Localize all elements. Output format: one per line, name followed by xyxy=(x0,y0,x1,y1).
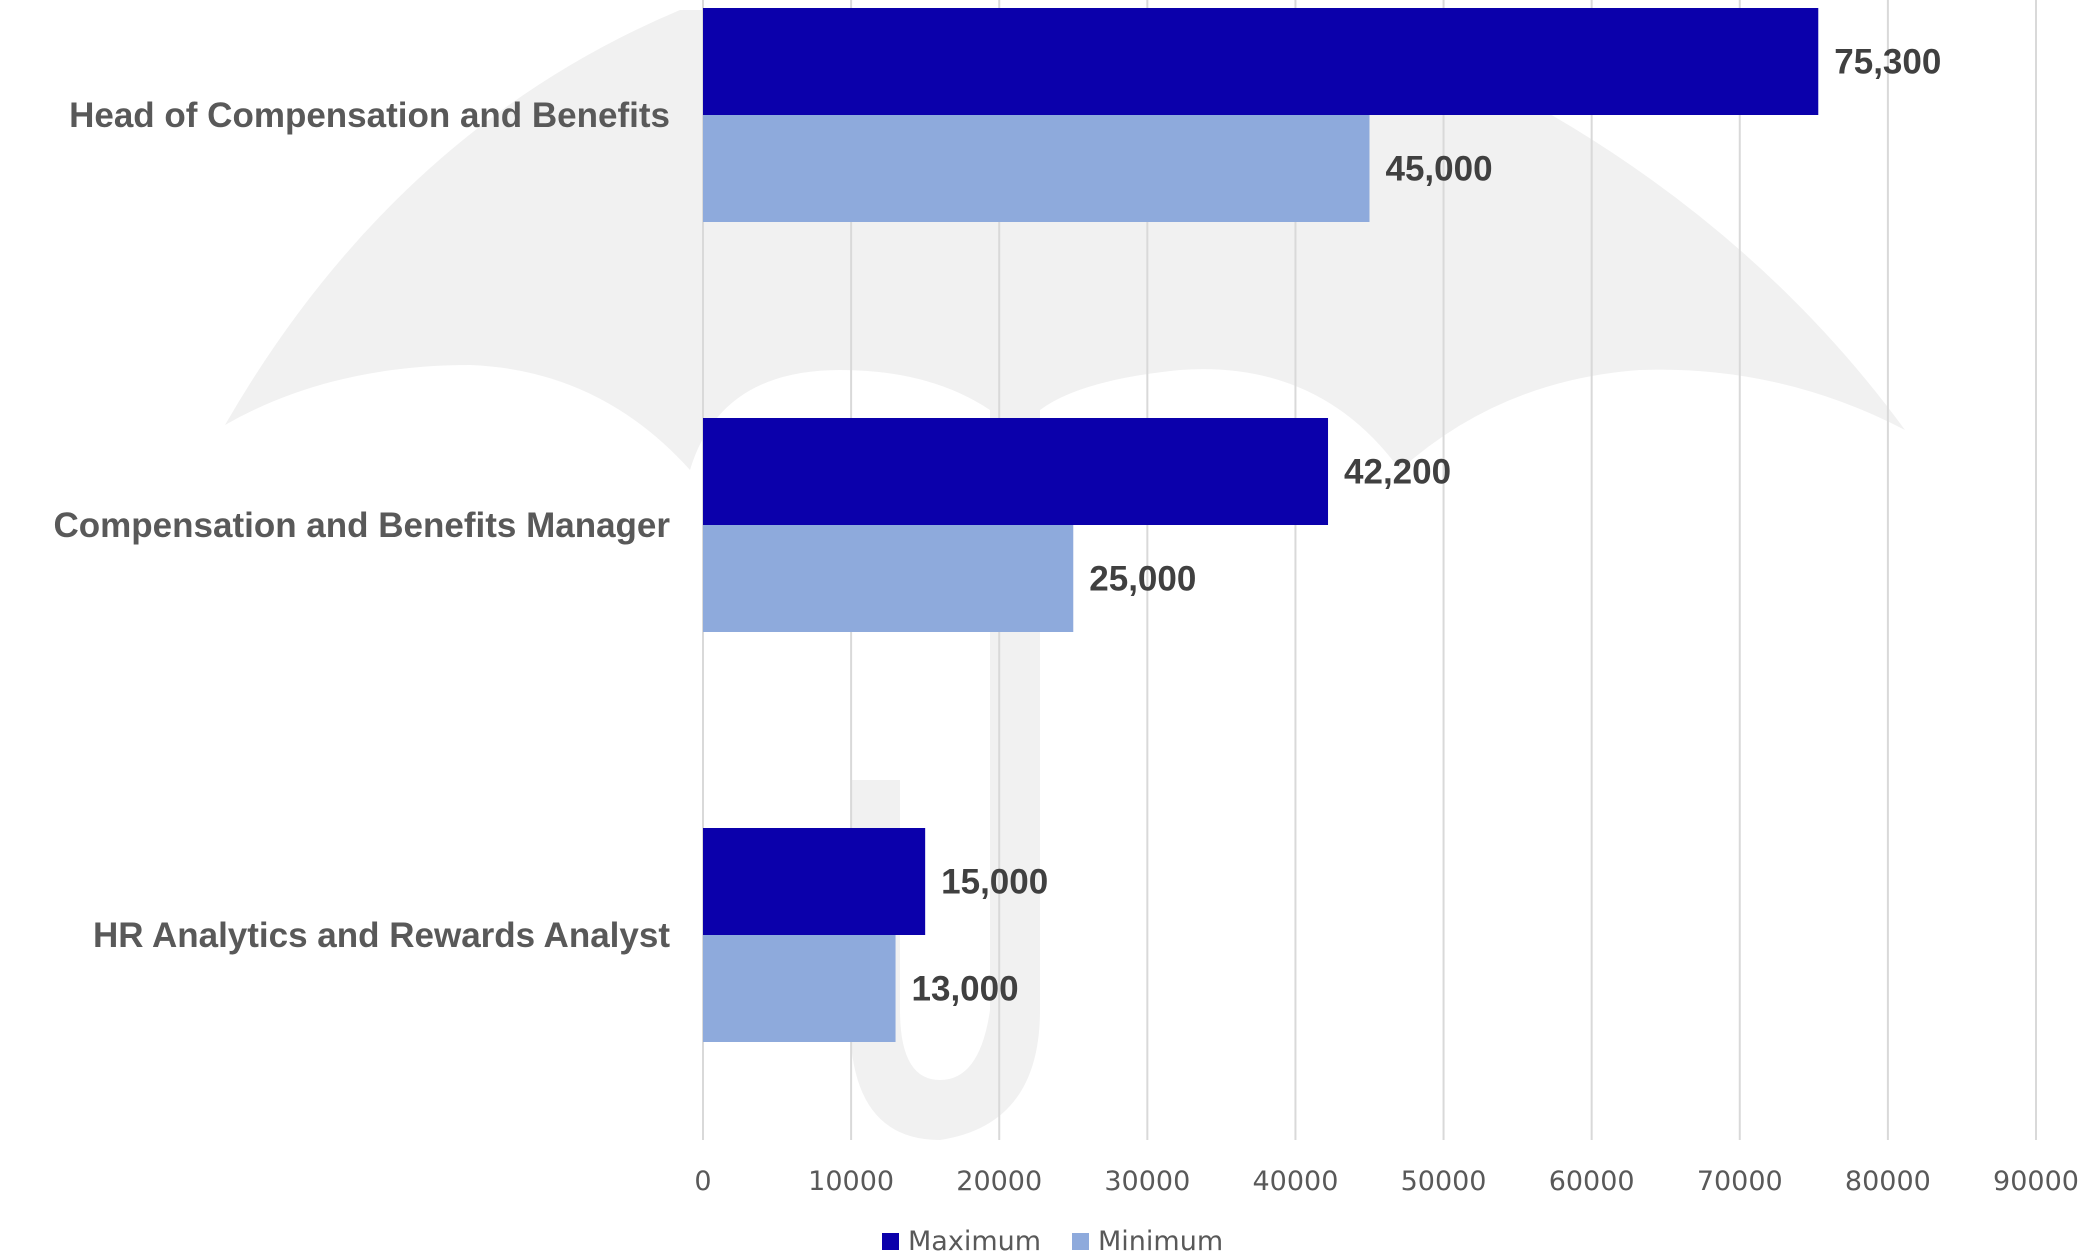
x-tick-label-10000: 10000 xyxy=(808,1166,894,1197)
x-tick-label-40000: 40000 xyxy=(1252,1166,1338,1197)
x-tick-label-0: 0 xyxy=(694,1166,711,1197)
x-tick-label-20000: 20000 xyxy=(956,1166,1042,1197)
bars: 75,300 45,000 42,200 25,000 15,000 13,000 xyxy=(703,8,1941,1042)
data-label-minimum-compensation-and-benefits-manager: 25,000 xyxy=(1089,560,1196,599)
category-labels: Head of Compensation and Benefits Compens… xyxy=(54,96,671,955)
legend: Maximum Minimum xyxy=(882,1226,1223,1255)
bar-maximum-hr-analytics-and-rewards-analyst xyxy=(703,828,926,935)
category-label-compensation-and-benefits-manager: Compensation and Benefits Manager xyxy=(54,506,671,545)
x-tick-label-60000: 60000 xyxy=(1549,1166,1635,1197)
bar-minimum-head-of-compensation-and-benefits xyxy=(703,115,1370,222)
category-label-head-of-compensation-and-benefits: Head of Compensation and Benefits xyxy=(69,96,670,135)
legend-label-minimum: Minimum xyxy=(1098,1226,1223,1255)
bar-maximum-head-of-compensation-and-benefits xyxy=(703,8,1819,115)
legend-swatch-minimum xyxy=(1072,1233,1089,1250)
x-tick-label-90000: 90000 xyxy=(1993,1166,2079,1197)
data-label-maximum-hr-analytics-and-rewards-analyst: 15,000 xyxy=(941,863,1048,902)
x-tick-label-80000: 80000 xyxy=(1845,1166,1931,1197)
data-label-maximum-compensation-and-benefits-manager: 42,200 xyxy=(1344,453,1451,492)
bar-maximum-compensation-and-benefits-manager xyxy=(703,418,1329,525)
x-axis-tick-labels: 0 10000 20000 30000 40000 50000 60000 70000 8000… xyxy=(694,1166,2079,1197)
x-tick-label-70000: 70000 xyxy=(1697,1166,1783,1197)
data-label-minimum-hr-analytics-and-rewards-analyst: 13,000 xyxy=(912,970,1019,1009)
data-label-minimum-head-of-compensation-and-benefits: 45,000 xyxy=(1386,150,1493,189)
x-tick-label-50000: 50000 xyxy=(1401,1166,1487,1197)
category-label-hr-analytics-and-rewards-analyst: HR Analytics and Rewards Analyst xyxy=(93,916,670,955)
bar-minimum-compensation-and-benefits-manager xyxy=(703,525,1074,632)
data-label-maximum-head-of-compensation-and-benefits: 75,300 xyxy=(1834,43,1941,82)
umbrella-icon xyxy=(225,10,1905,1140)
legend-label-maximum: Maximum xyxy=(908,1226,1041,1255)
bar-minimum-hr-analytics-and-rewards-analyst xyxy=(703,935,896,1042)
x-tick-label-30000: 30000 xyxy=(1104,1166,1190,1197)
legend-swatch-maximum xyxy=(882,1233,899,1250)
